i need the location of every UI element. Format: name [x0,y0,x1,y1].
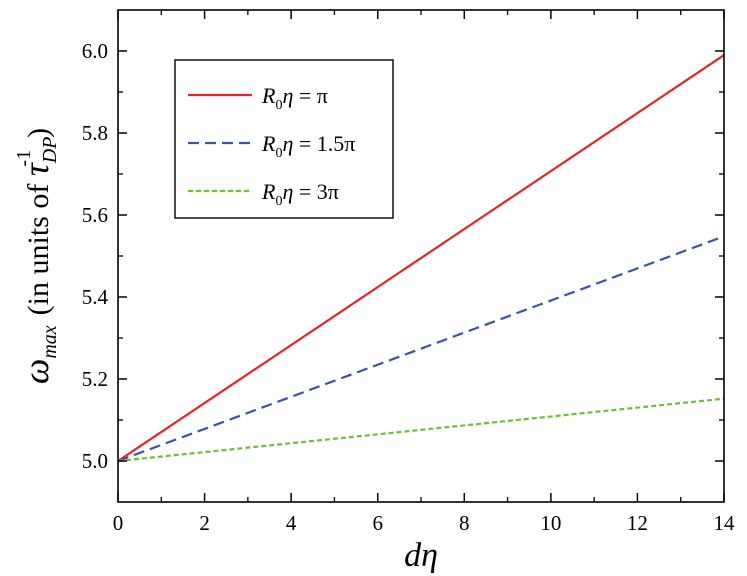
legend-label-1: R0η = π [261,83,328,113]
legend: R0η = π R0η = 1.5π R0η = 3π [174,59,394,219]
y-tick-label: 5.6 [82,203,108,227]
legend-box [174,59,394,219]
series-line-3 [117,397,725,463]
x-tick-label: 12 [627,511,648,535]
x-tick-label: 14 [714,511,736,535]
x-tick-label: 0 [113,511,124,535]
y-tick-label: 6.0 [82,39,108,63]
y-axis-title: ωmax (in units of τDP-1) [13,128,61,384]
series-layer [117,54,725,463]
y-axis-tau: τ [16,162,56,176]
series-line-2 [117,235,725,463]
x-axis-title: dη [404,537,438,574]
y-axis-text: (in units of [22,176,55,315]
x-tick-label: 6 [372,511,383,535]
y-tick-label: 5.0 [82,449,108,473]
legend-label-2: R0η = 1.5π [261,131,355,161]
x-tick-label: 8 [459,511,470,535]
y-axis-tau-subscript: DP [39,137,61,165]
series-line-1 [117,54,725,462]
x-tick-label: 4 [286,511,297,535]
y-tick-label: 5.8 [82,121,108,145]
x-tick-label: 2 [199,511,210,535]
y-axis-symbol-subscript: max [39,325,61,358]
y-axis-close: ) [22,128,55,138]
y-tick-label: 5.4 [82,285,109,309]
y-axis-symbol: ω [16,359,56,384]
y-axis-tau-superscript: -1 [13,150,35,167]
ticks-layer: 0 2 4 6 8 10 12 14 5.0 5.2 5.4 5.6 5.8 6.0 [82,10,735,535]
legend-label-3: R0η = 3π [261,179,339,209]
y-tick-label: 5.2 [82,367,108,391]
x-tick-label: 10 [540,511,561,535]
